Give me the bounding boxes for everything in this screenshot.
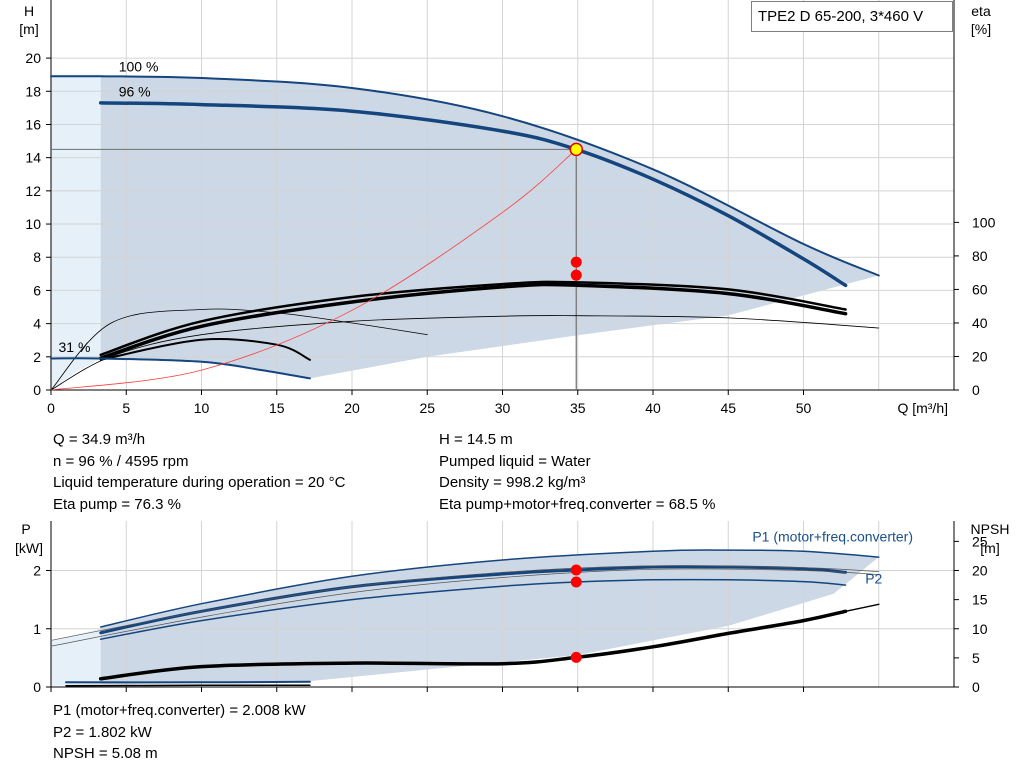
x-tick-label: 10 bbox=[194, 400, 210, 416]
x-tick-label: 50 bbox=[796, 400, 812, 416]
top-left-tick-label: 4 bbox=[33, 316, 41, 332]
speed-label: 96 % bbox=[119, 83, 151, 99]
bottom-right-axis-label-unit: [m] bbox=[980, 540, 999, 556]
x-tick-label: 25 bbox=[419, 400, 435, 416]
x-tick-label: 20 bbox=[344, 400, 360, 416]
efficiency-curve bbox=[99, 280, 847, 357]
power-marker bbox=[570, 651, 582, 663]
power-curve bbox=[99, 549, 880, 628]
bottom-right-tick-label: 0 bbox=[972, 679, 980, 695]
power-marker bbox=[570, 576, 582, 588]
top-left-tick-label: 18 bbox=[25, 83, 41, 99]
head-curve bbox=[50, 357, 311, 380]
info-top-left: Q = 34.9 m³/h n = 96 % / 4595 rpm Liquid… bbox=[53, 429, 345, 515]
efficiency-curve bbox=[99, 337, 311, 361]
info-p1: P1 (motor+freq.converter) = 2.008 kW bbox=[53, 702, 306, 719]
info-flow: Q = 34.9 m³/h bbox=[53, 431, 146, 448]
power-marker bbox=[570, 564, 582, 576]
info-eta-pump: Eta pump = 76.3 % bbox=[53, 495, 181, 513]
operating-range-light bbox=[51, 74, 101, 391]
power-curve bbox=[50, 568, 880, 647]
info-npsh: NPSH = 5.08 m bbox=[53, 745, 158, 762]
top-left-tick-label: 10 bbox=[25, 216, 41, 232]
npsh-curve bbox=[98, 609, 848, 681]
info-eta-total: Eta pump+motor+freq.converter = 68.5 % bbox=[439, 495, 716, 513]
info-p2: P2 = 1.802 kW bbox=[53, 723, 152, 741]
top-right-tick-label: 20 bbox=[972, 348, 988, 364]
info-speed: n = 96 % / 4595 rpm bbox=[53, 452, 189, 470]
power-series-label: P2 bbox=[865, 570, 882, 586]
info-pumped-liquid: Pumped liquid = Water bbox=[439, 452, 591, 470]
bottom-left-tick-label: 2 bbox=[33, 563, 41, 579]
top-left-tick-label: 20 bbox=[25, 50, 41, 66]
efficiency-curve bbox=[50, 308, 428, 391]
bottom-right-tick-label: 5 bbox=[972, 650, 980, 666]
power-series-label: P1 (motor+freq.converter) bbox=[752, 528, 913, 544]
bottom-left-tick-label: 0 bbox=[33, 679, 41, 695]
x-tick-label: 30 bbox=[495, 400, 511, 416]
top-left-tick-label: 0 bbox=[33, 382, 41, 398]
npsh-curve bbox=[65, 684, 311, 687]
power-range-band bbox=[100, 550, 879, 685]
power-curve bbox=[99, 578, 847, 640]
bottom-right-tick-label: 25 bbox=[972, 533, 988, 549]
top-left-tick-label: 2 bbox=[33, 349, 41, 365]
head-efficiency-plot: 0 2 4 6 8 10 12 14 16 18 20 0 20 40 60 80 100 0 5 10 15 20 25 3… bbox=[19, 0, 996, 416]
bottom-right-tick-label: 20 bbox=[972, 563, 988, 579]
efficiency-marker bbox=[570, 269, 582, 281]
top-right-tick-label: 60 bbox=[972, 281, 988, 297]
pump-model-title: TPE2 D 65-200, 3*460 V bbox=[751, 1, 953, 32]
info-top-right: H = 14.5 m Pumped liquid = Water Density… bbox=[439, 429, 715, 515]
bottom-right-tick-label: 15 bbox=[972, 592, 988, 608]
power-range-light bbox=[51, 628, 101, 686]
duty-point-marker bbox=[569, 142, 583, 157]
info-head: H = 14.5 m bbox=[439, 431, 513, 448]
head-curve bbox=[98, 101, 848, 288]
head-curve bbox=[50, 75, 880, 277]
top-right-tick-label: 80 bbox=[972, 248, 988, 264]
top-left-tick-label: 6 bbox=[33, 282, 41, 298]
bottom-left-axis-label-unit: [kW] bbox=[15, 540, 43, 556]
bottom-left-axis-label-name: P bbox=[21, 521, 30, 537]
speed-label: 100 % bbox=[119, 58, 159, 74]
right-axis-label-name: eta bbox=[971, 3, 991, 19]
npsh-curve bbox=[844, 603, 880, 613]
top-left-tick-label: 16 bbox=[25, 116, 41, 132]
operating-range-band bbox=[100, 76, 879, 379]
bottom-right-axis-label-name: NPSH bbox=[971, 521, 1010, 537]
top-right-tick-label: 0 bbox=[972, 382, 980, 398]
power-curve bbox=[50, 565, 880, 641]
efficiency-curve bbox=[98, 282, 848, 360]
left-axis-label-name: H bbox=[24, 3, 34, 19]
power-curve bbox=[65, 680, 311, 684]
top-right-tick-label: 100 bbox=[972, 214, 996, 230]
x-tick-label: 15 bbox=[269, 400, 285, 416]
right-axis-label-unit: [%] bbox=[971, 21, 991, 37]
top-right-tick-label: 40 bbox=[972, 315, 988, 331]
x-tick-label: 45 bbox=[720, 400, 736, 416]
info-density: Density = 998.2 kg/m³ bbox=[439, 474, 586, 491]
top-left-tick-label: 12 bbox=[25, 183, 41, 199]
x-axis-label: Q [m³/h] bbox=[897, 400, 948, 416]
x-tick-label: 0 bbox=[47, 400, 55, 416]
system-curve bbox=[50, 149, 577, 391]
speed-label: 31 % bbox=[59, 339, 91, 355]
top-left-tick-label: 14 bbox=[25, 150, 41, 166]
x-tick-label: 35 bbox=[570, 400, 586, 416]
x-tick-label: 40 bbox=[645, 400, 661, 416]
efficiency-marker bbox=[570, 256, 582, 268]
bottom-left-tick-label: 1 bbox=[33, 621, 41, 637]
bottom-right-tick-label: 10 bbox=[972, 621, 988, 637]
x-tick-label: 5 bbox=[122, 400, 130, 416]
efficiency-curve bbox=[50, 315, 880, 391]
top-left-tick-label: 8 bbox=[33, 249, 41, 265]
info-liquid-temperature: Liquid temperature during operation = 20… bbox=[53, 474, 346, 491]
left-axis-label-unit: [m] bbox=[19, 21, 38, 37]
info-bottom: P1 (motor+freq.converter) = 2.008 kW P2 … bbox=[53, 700, 306, 765]
